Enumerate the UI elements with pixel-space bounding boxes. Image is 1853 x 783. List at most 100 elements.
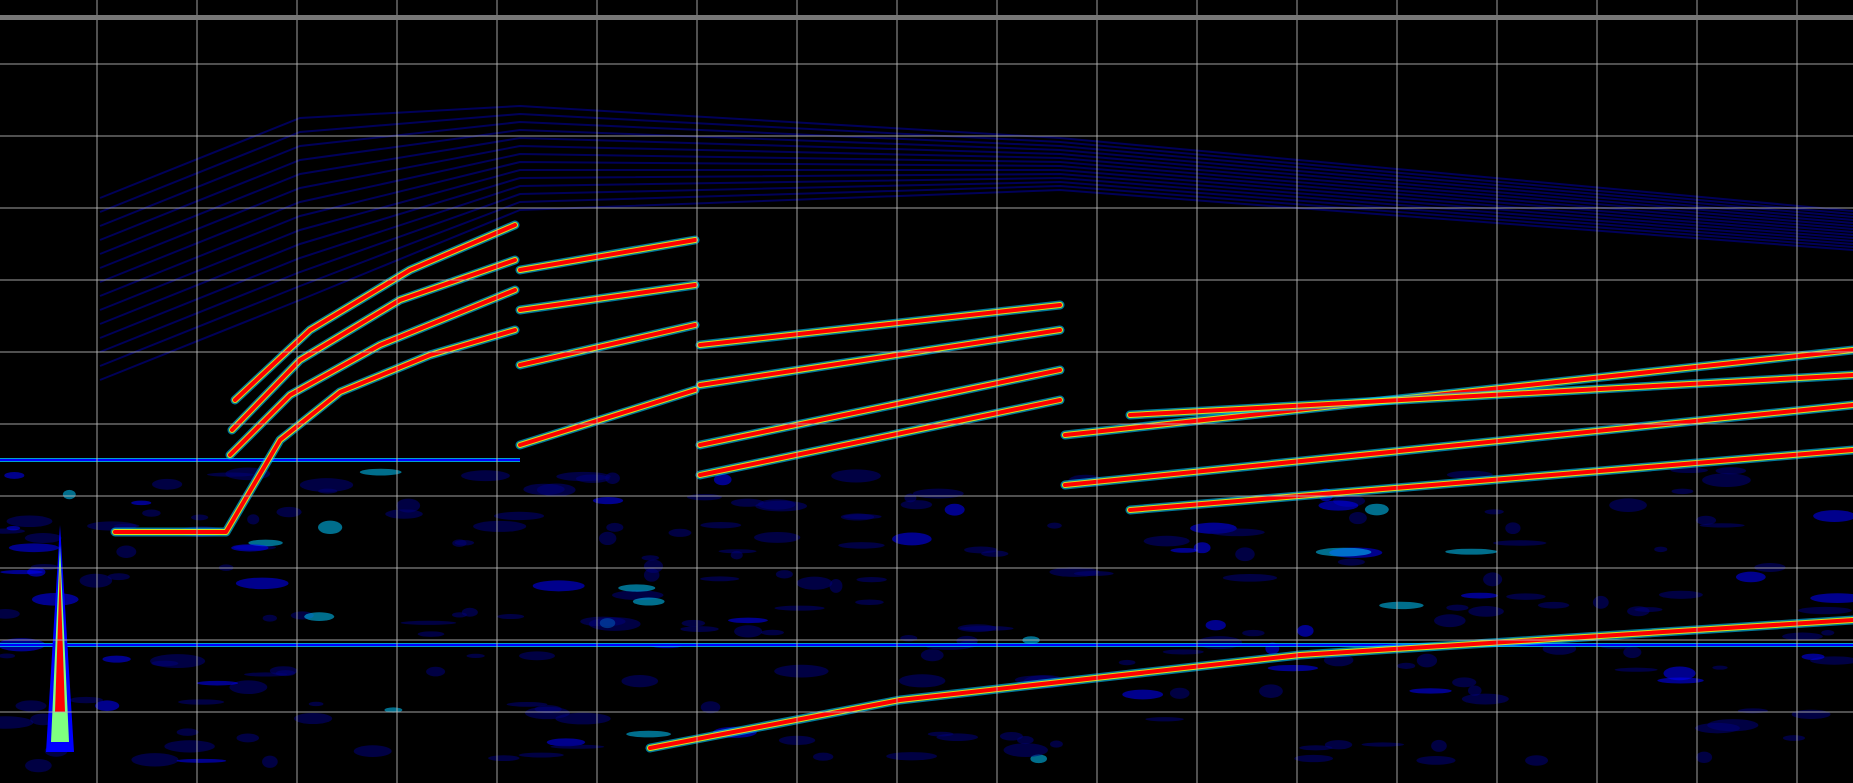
- noise-blob: [1409, 688, 1452, 694]
- faint-harmonic: [99, 184, 1853, 367]
- noise-blob: [493, 511, 545, 521]
- noise-blob: [960, 625, 1014, 631]
- noise-blob: [0, 528, 26, 534]
- noise-blob: [612, 590, 664, 600]
- noise-blob: [1492, 540, 1547, 546]
- noise-blob: [680, 626, 719, 633]
- noise-blob: [1592, 595, 1609, 609]
- noise-blob: [294, 712, 333, 725]
- noise-blob: [1445, 548, 1498, 555]
- noise-blob: [107, 573, 130, 581]
- noise-blob: [1461, 592, 1498, 599]
- faint-harmonic: [99, 128, 1853, 241]
- noise-blob: [1143, 535, 1190, 547]
- noise-blob: [1782, 632, 1823, 641]
- noise-blob: [1299, 745, 1333, 751]
- noise-blob: [796, 576, 833, 590]
- noise-blob: [523, 483, 565, 495]
- noise-blob: [944, 503, 965, 516]
- noise-blob: [178, 699, 225, 705]
- noise-blob: [207, 472, 254, 477]
- noise-blob: [700, 522, 742, 529]
- noise-blob: [1707, 719, 1759, 732]
- noise-blob: [920, 649, 944, 662]
- noise-blob: [1348, 511, 1367, 525]
- noise-blob: [152, 478, 183, 490]
- noise-blob: [506, 701, 548, 707]
- noise-blob: [1315, 547, 1372, 557]
- harmonic-2-sweep-1: [228, 288, 517, 457]
- noise-blob: [1506, 593, 1546, 600]
- noise-blob: [269, 666, 298, 676]
- noise-blob: [855, 599, 884, 605]
- noise-blob: [461, 470, 510, 482]
- noise-blob: [856, 576, 887, 583]
- noise-blob: [1170, 547, 1199, 553]
- noise-blob: [1505, 522, 1521, 535]
- noise-blob: [1337, 558, 1365, 566]
- noise-blob: [730, 498, 764, 507]
- noise-blob: [317, 520, 343, 535]
- faint-harmonic: [99, 152, 1853, 283]
- noise-blob: [1813, 510, 1853, 522]
- noise-blob: [142, 509, 161, 517]
- noise-blob: [0, 608, 20, 619]
- noise-blob: [1754, 563, 1786, 572]
- noise-blob: [417, 631, 445, 637]
- noise-blob: [1670, 467, 1708, 474]
- noise-blob: [898, 674, 946, 688]
- noise-blob: [353, 745, 392, 757]
- noise-blob: [1735, 571, 1766, 583]
- segment-4-a: [1063, 403, 1853, 487]
- noise-blob: [176, 728, 199, 736]
- noise-blob: [1297, 624, 1314, 637]
- noise-blob: [1193, 542, 1211, 554]
- noise-blob: [1446, 604, 1469, 611]
- noise-blob: [231, 544, 269, 552]
- noise-blob: [605, 472, 620, 484]
- noise-blob: [1654, 546, 1668, 553]
- noise-blob: [1235, 547, 1255, 562]
- noise-blob: [774, 664, 829, 678]
- segment-4-d: [1128, 373, 1853, 417]
- noise-blob: [31, 593, 79, 606]
- noise-blob: [62, 489, 76, 500]
- noise-blob: [6, 525, 21, 531]
- noise-blob: [774, 605, 825, 611]
- noise-blob: [912, 488, 964, 499]
- noise-blob: [1003, 743, 1048, 757]
- noise-blob: [229, 680, 268, 695]
- noise-blob: [1364, 503, 1389, 516]
- noise-blob: [6, 515, 53, 528]
- noise-blob: [191, 514, 209, 521]
- noise-blob: [1434, 614, 1466, 628]
- noise-blob: [1431, 739, 1447, 752]
- noise-blob: [632, 597, 665, 606]
- noise-blob: [0, 716, 34, 729]
- noise-blob: [1712, 665, 1728, 670]
- noise-blob: [550, 744, 605, 749]
- noise-blob: [473, 520, 527, 532]
- noise-blob: [24, 532, 62, 544]
- noise-blob: [1671, 488, 1694, 495]
- noise-blob: [176, 758, 227, 763]
- noise-blob: [760, 629, 784, 636]
- noise-blob: [1696, 751, 1713, 764]
- noise-blob: [235, 577, 289, 590]
- noise-blob: [247, 514, 260, 525]
- noise-blob: [276, 506, 302, 518]
- noise-blob: [1205, 619, 1226, 631]
- noise-blob: [131, 500, 152, 506]
- noise-blob: [308, 701, 324, 707]
- noise-blob: [1468, 606, 1504, 617]
- noise-blob: [1483, 572, 1503, 587]
- noise-blob: [1658, 590, 1703, 599]
- noise-blob: [69, 696, 104, 704]
- noise-blob: [1145, 717, 1184, 722]
- noise-blob: [1030, 754, 1048, 764]
- noise-blob: [754, 531, 801, 543]
- noise-blob: [734, 625, 763, 638]
- noise-blob: [900, 500, 933, 510]
- segment-2-d: [518, 238, 697, 272]
